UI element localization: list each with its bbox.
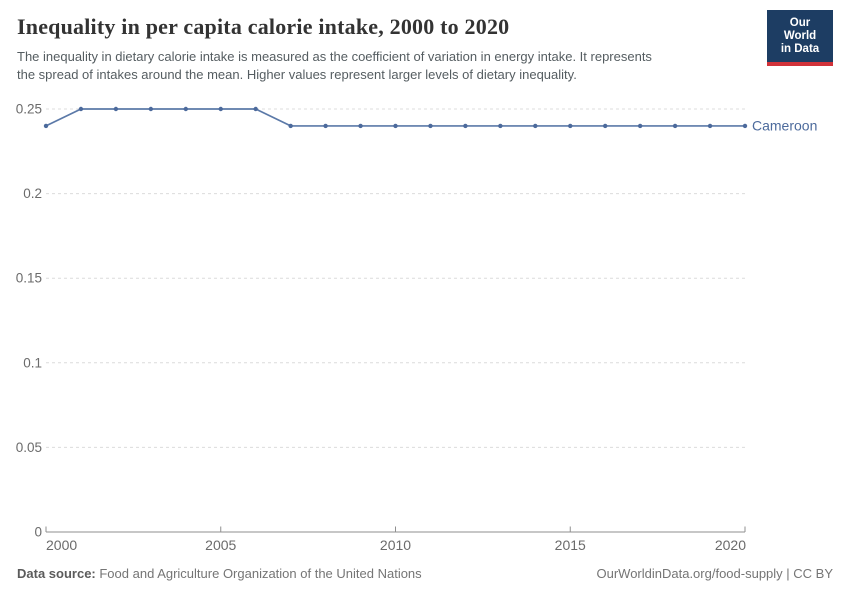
entity-label[interactable]: Cameroon (752, 117, 817, 133)
data-point[interactable] (707, 123, 713, 129)
data-point[interactable] (358, 123, 363, 129)
data-point[interactable] (183, 106, 188, 112)
data-point[interactable] (533, 123, 538, 129)
owid-logo-line-1: Our World (783, 17, 817, 42)
line-chart-canvas[interactable]: 0 0.05 0.1 0.15 0.2 0.25 2000 2005 2010 2015 2020 C… (0, 95, 850, 565)
data-point[interactable] (218, 106, 223, 112)
y-axis-tick-label: 0 (34, 525, 42, 540)
page-title: Inequality in per capita calorie intake,… (17, 14, 510, 39)
data-point[interactable] (253, 106, 258, 112)
chart-footer: Data source: Food and Agriculture Organi… (17, 565, 833, 583)
data-point[interactable] (288, 123, 293, 129)
subtitle-line-1: The inequality in dietary calorie intake… (17, 49, 652, 64)
chart-area: 0 0.05 0.1 0.15 0.2 0.25 2000 2005 2010 2015 2020 C… (0, 95, 850, 565)
data-point[interactable] (323, 123, 328, 129)
y-axis-tick-label: 0.25 (16, 102, 42, 117)
chart-header: Inequality in per capita calorie intake,… (17, 12, 757, 83)
owid-logo-line-2: in Data (780, 43, 820, 55)
data-source-text: Food and Agriculture Organization of the… (95, 566, 422, 581)
data-point[interactable] (742, 123, 748, 129)
data-point[interactable] (393, 123, 398, 129)
data-point[interactable] (113, 106, 119, 112)
data-point[interactable] (463, 123, 468, 129)
data-source-note: Data source: Food and Agriculture Organi… (17, 565, 422, 583)
y-axis-tick-label: 0.1 (23, 355, 42, 370)
data-point[interactable] (637, 123, 643, 129)
y-axis-tick-label: 0.15 (16, 271, 42, 286)
subtitle-line-2: the spread of intakes around the mean. H… (17, 66, 577, 82)
x-axis-tick-label: 2005 (205, 537, 236, 553)
data-source-label: Data source: (17, 566, 96, 581)
x-axis-tick-label: 2020 (715, 537, 746, 553)
data-point[interactable] (568, 123, 573, 129)
x-axis-tick-label: 2015 (555, 537, 586, 553)
x-axis-tick-label: 2010 (380, 537, 411, 553)
chart-subtitle: The inequality in dietary calorie intake… (17, 48, 757, 83)
x-axis-tick-label: 2000 (46, 537, 77, 553)
y-axis-tick-label: 0.2 (23, 186, 42, 201)
y-axis-tick-label: 0.05 (16, 440, 42, 455)
series-line (45, 108, 745, 127)
data-point[interactable] (148, 106, 154, 112)
data-point[interactable] (428, 123, 433, 129)
data-point[interactable] (498, 123, 503, 129)
data-point[interactable] (78, 106, 84, 112)
data-point[interactable] (672, 123, 678, 129)
data-point[interactable] (603, 123, 608, 129)
credit-link[interactable]: OurWorldinData.org/food-supply | CC BY (596, 566, 833, 581)
owid-logo[interactable]: Our World in Data (767, 10, 833, 66)
data-point[interactable] (43, 123, 49, 129)
